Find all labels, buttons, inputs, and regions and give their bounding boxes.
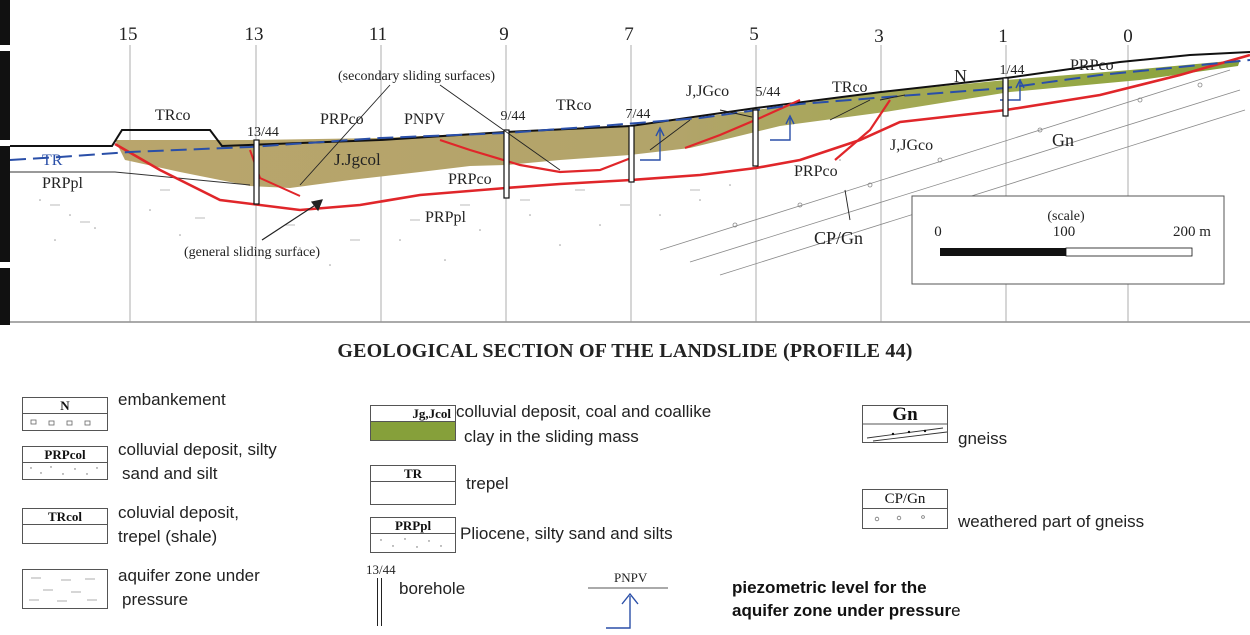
profile-number: 15 [119, 24, 138, 45]
legend-label-aquifer-2: pressure [122, 590, 189, 609]
unit-label: PRPpl [425, 209, 466, 226]
legend-swatch-n: N [22, 397, 108, 431]
profile-number: 9 [499, 24, 509, 45]
borehole-label: 1/44 [1000, 63, 1025, 78]
secondary-sliding-surface [684, 98, 801, 150]
unit-label: TRco [556, 97, 592, 114]
legend-swatch-borehole: 13/44 [366, 562, 396, 626]
legend-label-aquifer-1: aquifer zone under [118, 566, 260, 585]
borehole-label: 7/44 [626, 107, 651, 122]
general-sliding-surface [114, 53, 1250, 212]
texture-dashes [50, 189, 700, 241]
profile-number: 13 [245, 24, 264, 45]
legend-label-gn: gneiss [958, 429, 1008, 448]
scale-end: 200 m [1173, 224, 1211, 240]
legend-label-trcol-2: trepel (shale) [118, 527, 218, 546]
unit-label: PRPco [1070, 57, 1114, 74]
legend-swatch-pnpv: PNPV [588, 570, 668, 632]
unit-label: PNPV [404, 111, 445, 128]
profile-number: 7 [624, 24, 634, 45]
legend-label-pnpv-1: piezometric level for the [732, 578, 927, 597]
legend-label-jg-1: colluvial deposit, coal and coallike [456, 402, 712, 421]
secondary-sliding-surface [439, 138, 632, 174]
legend-label-prppl: Pliocene, silty sand and silts [460, 524, 673, 543]
profile-number: 11 [369, 24, 387, 45]
legend-swatch-tr: TR [370, 465, 456, 505]
unit-label: J,JGco [686, 83, 729, 100]
profile-number: 0 [1123, 26, 1133, 47]
legend-label-pnpv-2: aquifer zone under pressure [732, 601, 961, 620]
boreholes [253, 77, 1009, 205]
scale-start: 0 [934, 224, 942, 240]
unit-label: PRPpl [42, 175, 83, 192]
section-title: GEOLOGICAL SECTION OF THE LANDSLIDE (PRO… [337, 340, 913, 362]
borehole-label: 5/44 [756, 85, 781, 100]
scale-mid: 100 [1053, 224, 1076, 240]
unit-label: PRPco [320, 111, 364, 128]
unit-label: TRco [832, 79, 868, 96]
frame-bar-left [0, 0, 10, 325]
unit-label: Gn [1052, 130, 1074, 150]
legend: N embankement PRPcol colluvial deposit, … [0, 375, 1250, 635]
unit-label: PRPco [794, 163, 838, 180]
borehole-label: 9/44 [501, 109, 526, 124]
legend-swatch-trcol: TRcol [22, 508, 108, 544]
secondary-sliding-surface [834, 99, 891, 161]
legend-swatch-cpgn: CP/Gn [862, 489, 948, 529]
legend-label-tr: trepel [466, 474, 509, 493]
annotation-general: (general sliding surface) [184, 245, 320, 260]
legend-label-n: embankement [118, 390, 226, 409]
gneiss-bands [659, 69, 1246, 276]
legend-swatch-prpcol: PRPcol [22, 446, 108, 480]
legend-swatch-jg: Jg,Jcol [370, 405, 456, 441]
unit-label: CP/Gn [814, 228, 863, 248]
legend-swatch-gn: Gn [862, 404, 948, 443]
legend-label-cpgn: weathered part of gneiss [958, 512, 1145, 531]
legend-label-trcol-1: coluvial deposit, [118, 503, 239, 522]
legend-label-jg-2: clay in the sliding mass [464, 427, 639, 446]
legend-swatch-prppl: PRPpl [370, 517, 456, 553]
annotation-secondary: (secondary sliding surfaces) [338, 69, 495, 84]
profile-number: 5 [749, 24, 759, 45]
legend-label-prpcol-2: sand and silt [122, 464, 218, 483]
borehole-label: 13/44 [247, 125, 279, 140]
unit-label: N [954, 66, 967, 86]
unit-label: J.Jgcol [334, 150, 381, 169]
scale-title: (scale) [1047, 209, 1085, 224]
profile-number: 3 [874, 26, 884, 47]
legend-swatch-aquifer [22, 569, 108, 609]
unit-label: TR [42, 152, 63, 169]
unit-label: TRco [155, 107, 191, 124]
texture-dots [39, 159, 841, 266]
secondary-sliding-surface [249, 149, 301, 197]
gneiss-dots [732, 82, 1203, 228]
profile-number: 1 [998, 26, 1008, 47]
geological-section: 15 13 11 9 7 5 3 1 0 [0, 0, 1250, 325]
legend-label-prpcol-1: colluvial deposit, silty [118, 440, 277, 459]
scale-box: (scale) 0 100 200 m [911, 195, 1225, 285]
unit-label: PRPco [448, 171, 492, 188]
legend-label-borehole: borehole [399, 579, 466, 598]
unit-label: J,JGco [890, 137, 933, 154]
